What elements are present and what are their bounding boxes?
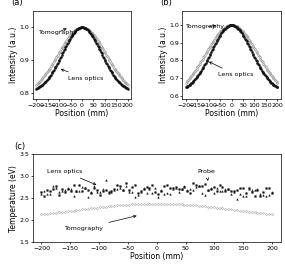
Text: (a): (a) (11, 0, 23, 7)
Text: (b): (b) (161, 0, 172, 7)
Text: Tomography: Tomography (186, 24, 225, 29)
Y-axis label: Intensity (a.u.): Intensity (a.u.) (159, 27, 168, 83)
X-axis label: Position (mm): Position (mm) (130, 252, 183, 261)
X-axis label: Position (mm): Position (mm) (55, 109, 109, 118)
Text: (c): (c) (14, 142, 25, 151)
Text: Tomography: Tomography (64, 215, 136, 231)
Text: Probe: Probe (197, 169, 215, 180)
Text: Lens optics: Lens optics (47, 169, 96, 185)
Y-axis label: Intensity (a.u.): Intensity (a.u.) (9, 27, 18, 83)
X-axis label: Position (mm): Position (mm) (205, 109, 258, 118)
Y-axis label: Temperature (eV): Temperature (eV) (9, 165, 18, 232)
Text: Tomography: Tomography (38, 28, 78, 35)
Text: Lens optics: Lens optics (61, 69, 104, 81)
Text: Lens optics: Lens optics (209, 62, 253, 77)
